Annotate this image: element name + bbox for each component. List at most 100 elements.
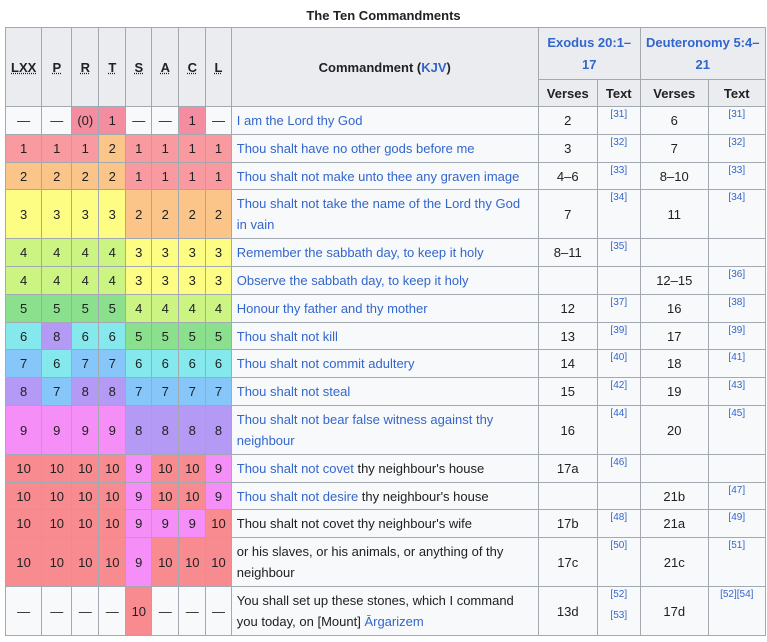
tradition-number-cell: 3	[125, 266, 153, 295]
tradition-number-cell: 7	[4, 349, 43, 378]
citation-link[interactable]: [40]	[610, 352, 628, 363]
table-row: 6 8 6 6 5 5 5 5 Thou shalt not kill 13 [39] 17 [39]	[4, 322, 766, 350]
citation-link[interactable]: [48]	[610, 512, 628, 523]
citation-link[interactable]: [41]	[728, 352, 746, 363]
citation-link[interactable]: [33]	[610, 165, 628, 176]
tradition-number-cell: 6	[125, 349, 153, 378]
deut-verses-cell: 11	[639, 189, 709, 239]
tradition-number-cell: 5	[151, 322, 180, 350]
tradition-number-cell: 1	[178, 106, 207, 135]
tradition-number-cell: 7	[71, 349, 100, 378]
commandment-link[interactable]: Thou shalt not kill	[236, 328, 338, 344]
tradition-number-cell: 10	[178, 454, 207, 483]
commandment-link[interactable]: Observe the sabbath day, to keep it holy	[236, 273, 469, 288]
citation-link[interactable]: [38]	[728, 297, 746, 308]
citation-link[interactable]: [33]	[728, 165, 746, 176]
tradition-number-cell: 2	[98, 134, 127, 163]
citation-link[interactable]: [31]	[610, 109, 628, 120]
commandment-link[interactable]: Thou shalt have no other gods before me	[236, 141, 475, 156]
tradition-number-cell: 7	[125, 377, 153, 406]
kjv-link[interactable]: KJV	[421, 59, 447, 75]
deut-ref-cell: [39]	[707, 322, 766, 350]
citation-link[interactable]: [37]	[610, 297, 628, 308]
table-row: 1 1 1 2 1 1 1 1 Thou shalt have no other gods be…	[4, 134, 766, 163]
commandment-link[interactable]: Remember the sabbath day, to keep it hol…	[236, 245, 484, 260]
exodus-ref-cell: [48]	[596, 509, 641, 538]
argarizem-link[interactable]: Ārgarizem	[364, 614, 424, 629]
tradition-number-cell: —	[98, 586, 127, 636]
table-row: 2 2 2 2 1 1 1 1 Thou shalt not make unto thee an…	[4, 162, 766, 190]
citation-link[interactable]: [42]	[610, 380, 628, 391]
tradition-number-cell: 10	[98, 482, 127, 510]
commandment-link[interactable]: Thou shalt not commit adultery	[236, 356, 415, 371]
deut-ref-cell: [41]	[707, 349, 766, 378]
citation-link[interactable]: [50]	[610, 540, 628, 551]
commandment-link[interactable]: Thou shalt not covet	[236, 461, 354, 476]
citation-link[interactable]: [47]	[728, 485, 746, 496]
deut-verses-cell: 17	[639, 322, 709, 350]
commandment-link[interactable]: Honour thy father and thy mother	[236, 301, 428, 316]
tradition-number-cell: 6	[71, 322, 100, 350]
exodus-text-header: Text	[596, 79, 641, 107]
col-deuteronomy[interactable]: Deuteronomy 5:4–21	[639, 27, 766, 80]
tradition-number-cell: 10	[178, 482, 207, 510]
tradition-number-cell: 3	[4, 189, 43, 239]
citation-link[interactable]: [43]	[728, 380, 746, 391]
commandment-link[interactable]: Thou shalt not bear false witness agains…	[236, 412, 494, 448]
citation-link[interactable]: [49]	[728, 512, 746, 523]
tradition-number-cell: 3	[71, 189, 100, 239]
deut-verses-cell: 21a	[639, 509, 709, 538]
tradition-number-cell: 8	[205, 405, 232, 455]
deut-verses-cell: 16	[639, 294, 709, 323]
commandment-cell: You shall set up these stones, which I c…	[230, 586, 539, 636]
citation-link[interactable]: [31]	[728, 109, 746, 120]
tradition-number-cell: 10	[98, 454, 127, 483]
deut-ref-cell: [45]	[707, 405, 766, 455]
tradition-number-cell: 2	[98, 162, 127, 190]
tradition-number-cell: 7	[41, 377, 73, 406]
table-row: 10 10 10 10 9 9 9 10 Thou shalt not covet thy ne…	[4, 509, 766, 538]
citation-link[interactable]: [36]	[728, 269, 746, 280]
commandment-link[interactable]: Thou shalt not desire	[236, 488, 359, 504]
tradition-number-cell: 3	[151, 266, 180, 295]
citation-link[interactable]: [51]	[728, 540, 746, 551]
commandment-link[interactable]: Thou shalt not take the name of the Lord…	[236, 196, 521, 232]
citation-link[interactable]: [46]	[610, 457, 628, 468]
commandment-text: You shall set up these stones, which I c…	[236, 593, 514, 629]
tradition-number-cell: —	[205, 586, 232, 636]
citation-link[interactable]: [53]	[610, 610, 628, 621]
citation-link[interactable]: [39]	[728, 325, 746, 336]
commandment-link[interactable]: I am the Lord thy God	[236, 113, 363, 128]
tradition-number-cell: 2	[41, 162, 73, 190]
tradition-number-cell: 4	[4, 238, 43, 267]
tradition-number-cell: 3	[178, 238, 207, 267]
citation-link[interactable]: [32]	[610, 137, 628, 148]
citation-link[interactable]: [52][54]	[720, 589, 754, 600]
commandment-cell: I am the Lord thy God	[230, 106, 539, 135]
tradition-number-cell: —	[125, 106, 153, 135]
citation-link[interactable]: [39]	[610, 325, 628, 336]
tradition-number-cell: 1	[71, 134, 100, 163]
commandment-link[interactable]: Thou shalt not steal	[236, 384, 351, 399]
citation-link[interactable]: [45]	[728, 408, 746, 419]
commandment-link[interactable]: Thou shalt not make unto thee any graven…	[236, 168, 520, 184]
table-row: 7 6 7 7 6 6 6 6 Thou shalt not commit adultery 14…	[4, 349, 766, 378]
exodus-verses-header: Verses	[537, 79, 598, 107]
tradition-number-cell: 3	[41, 189, 73, 239]
citation-link[interactable]: [32]	[728, 137, 746, 148]
deut-ref-cell: [33]	[707, 162, 766, 190]
col-exodus[interactable]: Exodus 20:1–17	[537, 27, 641, 80]
exodus-ref-cell: [39]	[596, 322, 641, 350]
tradition-number-cell: 5	[4, 294, 43, 323]
tradition-number-cell: 8	[4, 377, 43, 406]
citation-link[interactable]: [34]	[728, 192, 746, 203]
citation-link[interactable]: [35]	[610, 241, 628, 252]
citation-link[interactable]: [52]	[610, 589, 628, 600]
deut-text-header: Text	[707, 79, 766, 107]
citation-link[interactable]: [34]	[610, 192, 628, 203]
tradition-number-cell: 1	[205, 134, 232, 163]
citation-link[interactable]: [44]	[610, 408, 628, 419]
exodus-verses-cell: 15	[537, 377, 598, 406]
table-row: 4 4 4 4 3 3 3 3 Remember the sabbath day, to kee…	[4, 238, 766, 267]
tradition-number-cell: 10	[98, 537, 127, 587]
